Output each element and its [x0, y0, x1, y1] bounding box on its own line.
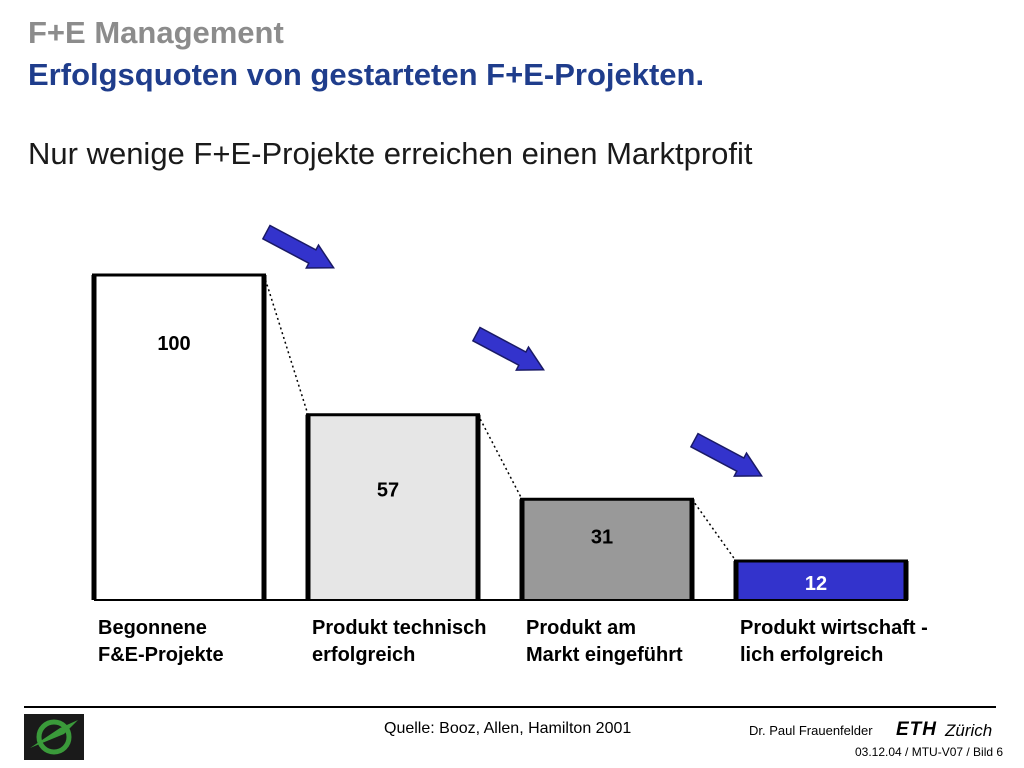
bar-group-4: 12: [733, 559, 909, 600]
down-right-arrow-icon: [261, 224, 335, 269]
down-right-arrow-icon: [471, 326, 545, 371]
footer-divider: [24, 706, 996, 708]
category-label-1: Begonnene F&E-Projekte: [98, 615, 224, 669]
bar-value-label-4: 12: [805, 573, 827, 595]
slide-title: F+E Management: [28, 15, 284, 50]
bar-group-3: 31: [519, 497, 695, 600]
category-label-line: erfolgreich: [312, 644, 416, 666]
dotted-connector-2: [477, 414, 523, 500]
author-name: Dr. Paul Frauenfelder: [749, 723, 873, 738]
bar-2: [308, 414, 478, 600]
eth-wordmark: ETH: [896, 719, 937, 740]
category-label-line: F&E-Projekte: [98, 644, 224, 666]
category-label-2: Produkt technisch erfolgreich: [312, 615, 486, 669]
bar-group-1: 100: [91, 273, 267, 600]
category-label-line: Produkt technisch: [312, 617, 487, 639]
down-right-arrow-icon: [689, 432, 763, 477]
zurich-wordmark: Zürich: [945, 721, 993, 740]
category-label-4: Produkt wirtschaft - lich erfolgreich: [740, 615, 928, 669]
category-label-3: Produkt am Markt eingeführt: [526, 615, 683, 669]
slide-subtitle: Erfolgsquoten von gestarteten F+E-Projek…: [28, 57, 705, 92]
category-label-line: Produkt am: [526, 617, 637, 639]
bar-group-2: 57: [305, 413, 481, 600]
bar-value-label-1: 100: [157, 333, 190, 355]
slide-reference: 03.12.04 / MTU-V07 / Bild 6: [855, 745, 1004, 759]
source-note: Quelle: Booz, Allen, Hamilton 2001: [384, 720, 632, 737]
slide-headline: Nur wenige F+E-Projekte erreichen einen …: [28, 136, 753, 171]
bar-1: [94, 275, 264, 600]
funnel-bar-chart: 100 57 31 12: [91, 224, 909, 601]
dotted-connector-3: [691, 498, 737, 562]
category-label-line: Begonnene: [98, 617, 207, 639]
bar-value-label-3: 31: [591, 527, 613, 549]
bar-value-label-2: 57: [377, 479, 399, 501]
category-label-line: Produkt wirtschaft -: [740, 617, 928, 639]
category-label-line: Markt eingeführt: [526, 644, 683, 666]
bar-3: [522, 499, 692, 600]
eth-logo-icon: [24, 714, 84, 760]
category-label-line: lich erfolgreich: [740, 644, 884, 666]
bar-4: [736, 561, 906, 600]
dotted-connector-1: [263, 274, 309, 415]
